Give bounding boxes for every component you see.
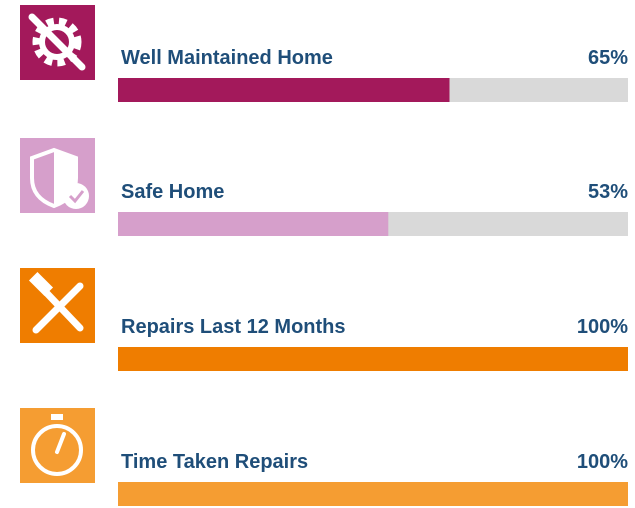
category-label: Repairs Last 12 Months xyxy=(121,316,346,338)
category-label: Time Taken Repairs xyxy=(121,451,308,473)
wrench xyxy=(28,13,86,71)
value-label: 100% xyxy=(577,451,628,473)
icon xyxy=(20,268,95,343)
stopwatch-hand xyxy=(55,432,66,454)
icons xyxy=(20,5,95,483)
hammer-head xyxy=(28,271,54,297)
value-label: 100% xyxy=(577,316,628,338)
check-circle xyxy=(63,183,89,209)
value-label: 65% xyxy=(588,47,628,69)
bar xyxy=(118,347,628,371)
icon xyxy=(20,408,95,483)
stopwatch xyxy=(31,424,83,476)
bar xyxy=(118,482,628,506)
stopwatch-crown xyxy=(51,414,63,420)
category-label: Well Maintained Home xyxy=(121,47,333,69)
icon xyxy=(20,138,95,213)
value-label: 53% xyxy=(588,181,628,203)
category-label: Safe Home xyxy=(121,181,224,203)
check xyxy=(68,190,85,204)
icon xyxy=(20,5,95,80)
bar xyxy=(118,212,389,236)
gear-teeth xyxy=(32,17,82,67)
gear xyxy=(39,24,75,60)
bar xyxy=(118,78,450,102)
